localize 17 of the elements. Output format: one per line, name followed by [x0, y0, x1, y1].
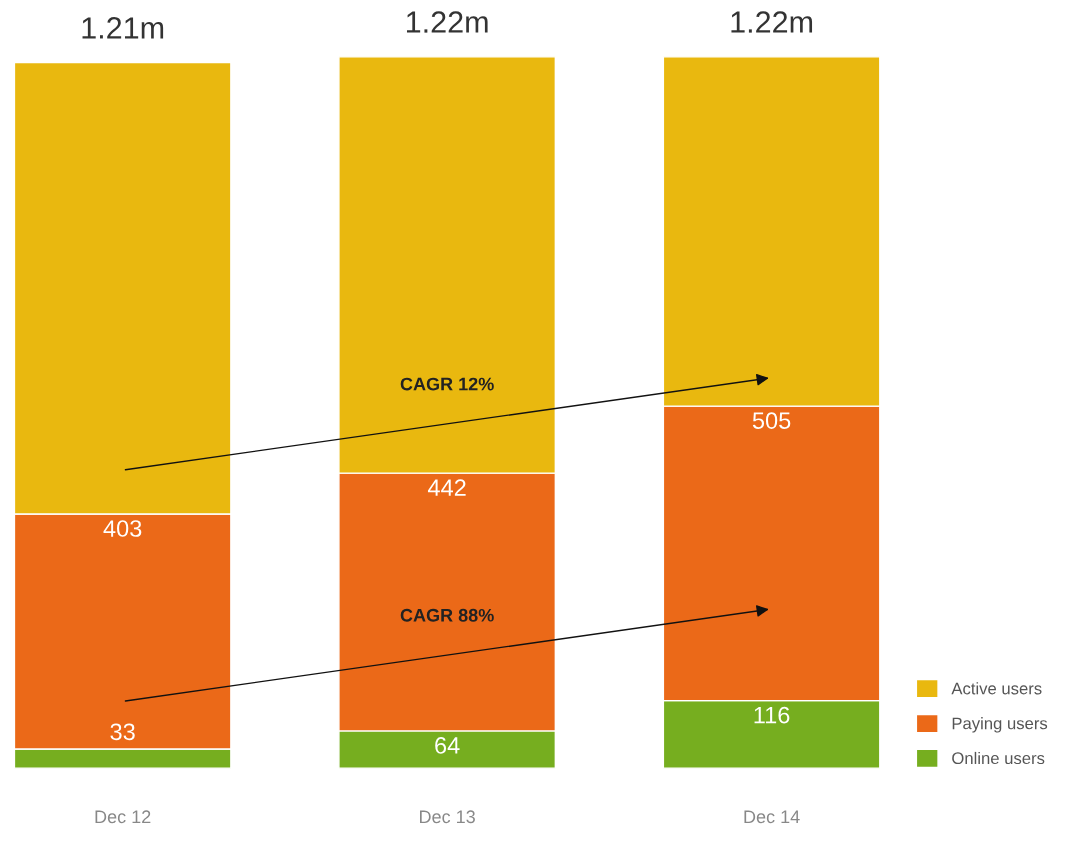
data-label: 442 — [427, 479, 466, 496]
data-label: 505 — [752, 412, 791, 429]
data-label: 403 — [103, 520, 142, 537]
total-label: 1.22m — [406, 11, 488, 33]
x-tick-label: Dec 14 — [744, 810, 800, 824]
legend-label: Paying users — [952, 717, 1048, 733]
total-label: 1.21m — [82, 17, 164, 39]
data-label: 116 — [754, 706, 790, 724]
data-label: 64 — [435, 737, 460, 754]
data-label: 33 — [110, 723, 135, 741]
annotation: CAGR 88% — [400, 608, 494, 622]
annotation: CAGR 12% — [400, 377, 494, 391]
legend-label: Online users — [952, 751, 1045, 765]
legend-label: Active users — [951, 682, 1042, 695]
total-label: 1.22m — [731, 11, 813, 33]
x-tick-label: Dec 13 — [420, 810, 475, 824]
x-tick-label: Dec 12 — [95, 810, 151, 824]
